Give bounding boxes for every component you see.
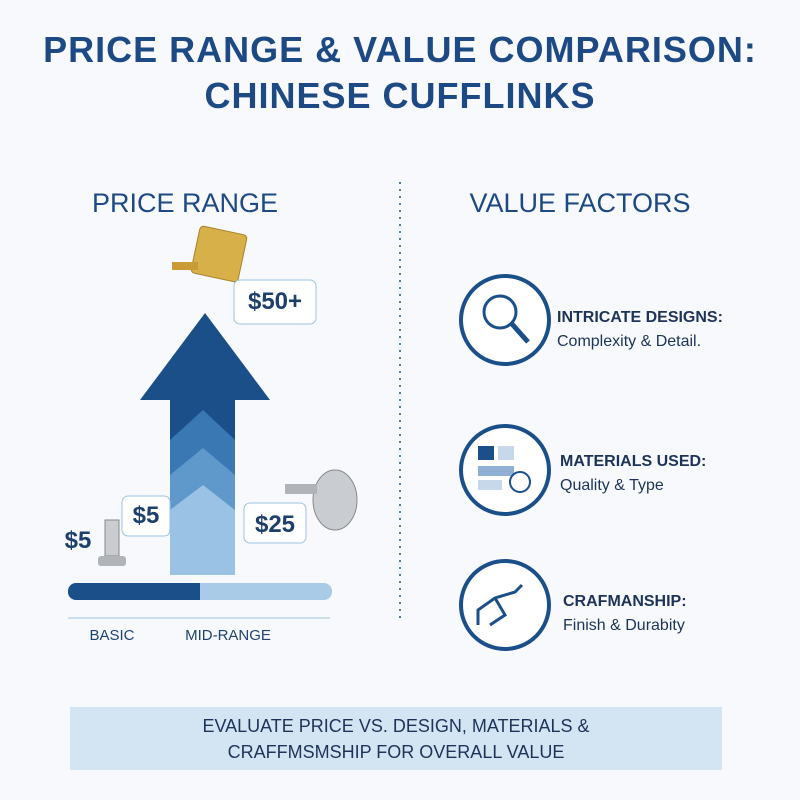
cufflink-icon <box>312 469 358 531</box>
footer-note: EVALUATE PRICE VS. DESIGN, MATERIALS & C… <box>70 707 722 770</box>
tier-label: MID-RANGE <box>185 627 271 644</box>
price-bubble <box>121 495 171 537</box>
tier-label: BASIC <box>89 627 134 644</box>
factor-icon <box>478 466 514 476</box>
section-heading: PRICE RANGE <box>92 188 278 218</box>
price-bubble <box>233 279 317 325</box>
factor-icon <box>478 446 494 460</box>
price-label: $5 <box>133 502 160 529</box>
factor-icon <box>459 559 551 651</box>
section-heading: VALUE FACTORS <box>469 188 690 218</box>
factor-icon <box>510 322 530 344</box>
factor-subtitle: Finish & Durabity <box>563 617 685 634</box>
title-line: PRICE RANGE & VALUE COMPARISON: <box>43 29 757 70</box>
factor-title: CRAFMANSHIP: <box>563 593 687 610</box>
cufflink-icon <box>172 262 198 270</box>
factor-title: INTRICATE DESIGNS: <box>557 309 723 326</box>
factor-icon <box>482 294 518 330</box>
factor-icon <box>509 471 531 493</box>
factor-title: MATERIALS USED: <box>560 453 706 470</box>
factor-icon <box>459 274 551 366</box>
price-label: $5 <box>65 527 92 554</box>
cufflink-icon <box>190 225 248 283</box>
tier-bar <box>68 583 200 600</box>
factor-icon <box>498 446 514 460</box>
tier-bar <box>190 583 200 600</box>
cufflink-icon <box>285 484 317 494</box>
title-line: CHINESE CUFFLINKS <box>204 75 595 116</box>
factor-icon <box>476 583 524 627</box>
cufflink-icon <box>104 519 120 557</box>
price-label: $25 <box>255 511 295 538</box>
factor-subtitle: Quality & Type <box>560 477 664 494</box>
arrow-chevron <box>170 485 235 575</box>
factor-icon <box>478 480 502 490</box>
factor-subtitle: Complexity & Detail. <box>557 333 701 350</box>
price-bubble <box>243 502 307 544</box>
cufflink-icon <box>98 556 126 566</box>
price-label: $50+ <box>248 288 302 315</box>
